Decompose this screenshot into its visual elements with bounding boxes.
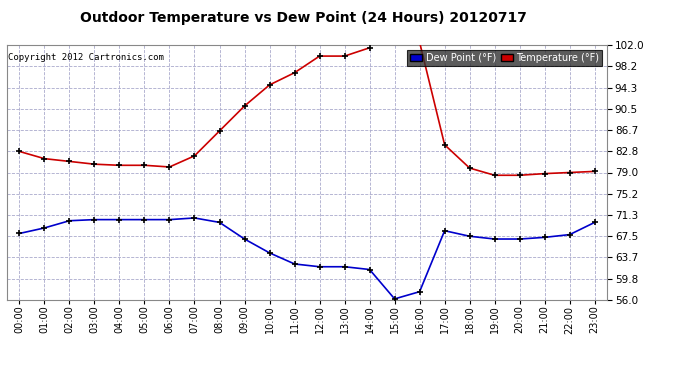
- Text: Outdoor Temperature vs Dew Point (24 Hours) 20120717: Outdoor Temperature vs Dew Point (24 Hou…: [80, 11, 527, 25]
- Text: Copyright 2012 Cartronics.com: Copyright 2012 Cartronics.com: [8, 53, 164, 62]
- Legend: Dew Point (°F), Temperature (°F): Dew Point (°F), Temperature (°F): [407, 50, 602, 66]
